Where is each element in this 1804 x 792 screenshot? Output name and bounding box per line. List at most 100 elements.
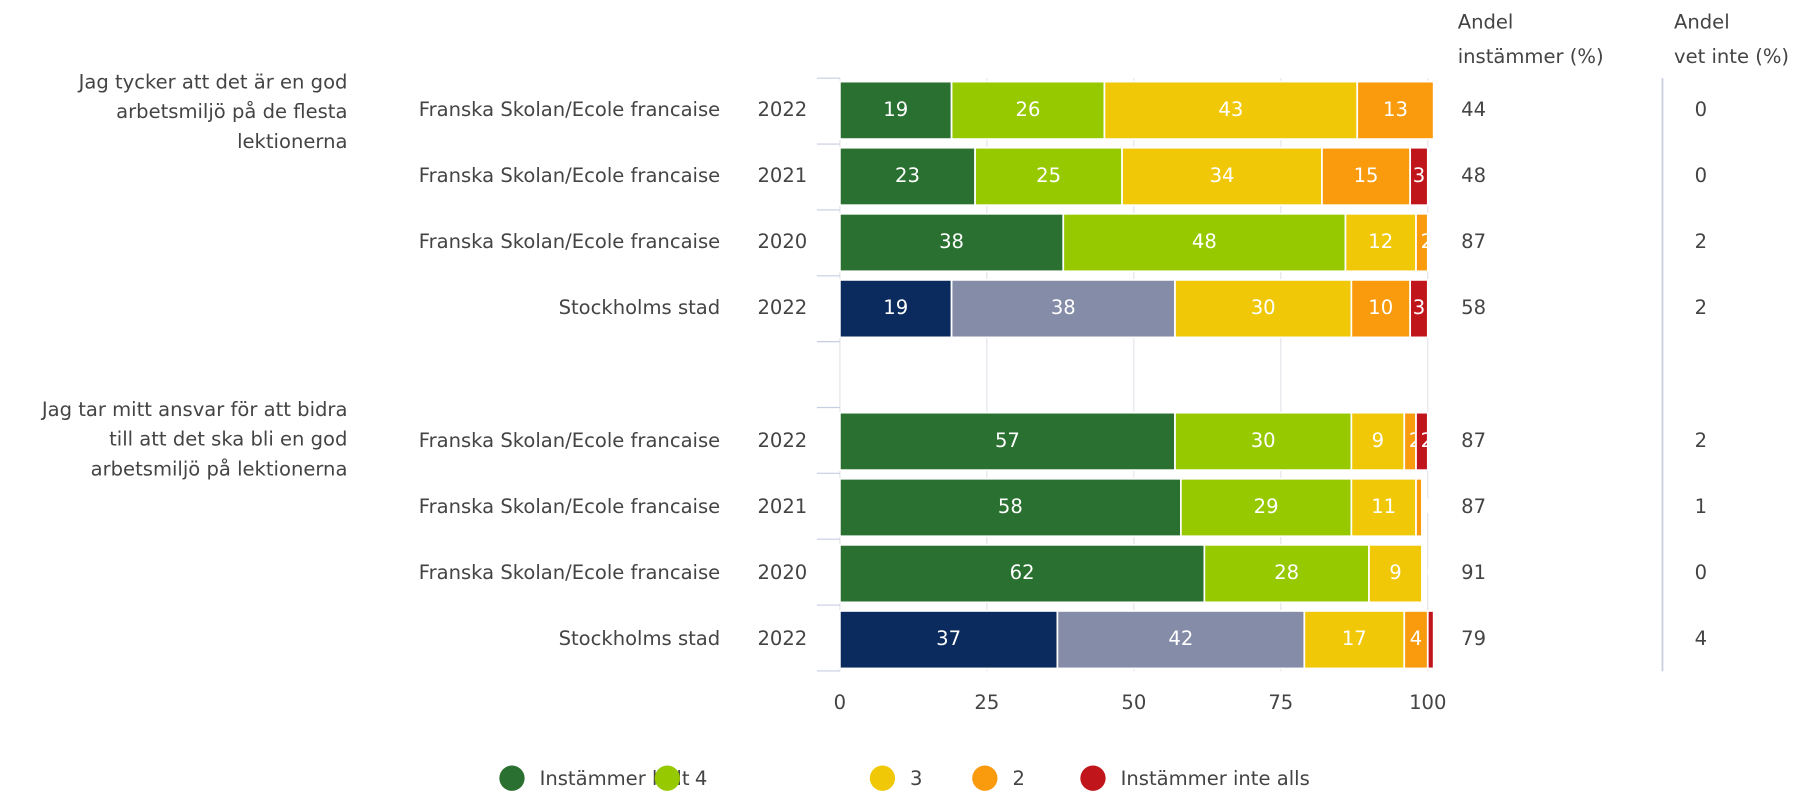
column-value: 87 (1461, 230, 1486, 253)
year-label: 2021 (757, 495, 807, 518)
segment-label: 9 (1389, 561, 1401, 584)
question-label: arbetsmiljö på lektionerna (91, 458, 348, 481)
legend-label: Instämmer inte alls (1121, 767, 1310, 790)
segment-label: 12 (1368, 230, 1393, 253)
bar-segment (839, 610, 1059, 670)
bar-segment (839, 279, 953, 339)
category-label: Stockholms stad (559, 296, 721, 319)
bar-segment (1062, 212, 1347, 273)
segment-label: 9 (1372, 429, 1384, 452)
column-value: 48 (1461, 164, 1486, 187)
bar-segment (839, 543, 1206, 604)
segment-label: 4 (1410, 627, 1422, 650)
column-value: 2 (1695, 429, 1707, 452)
legend-label: 4 (695, 767, 707, 790)
segment-label: 58 (998, 495, 1023, 518)
legend-swatch (869, 765, 896, 791)
segment-label: 0 (1427, 561, 1439, 584)
segment-label: 29 (1254, 495, 1279, 518)
category-label: Franska Skolan/Ecole francaise (419, 495, 720, 518)
segment-label: 1 (1421, 495, 1433, 518)
bar-segment (839, 477, 1182, 538)
category-label: Stockholms stad (559, 627, 721, 650)
segment-label: 1 (1432, 627, 1444, 650)
segment-label: 48 (1192, 230, 1217, 253)
bar-segment (1350, 477, 1417, 538)
legend-swatch (972, 765, 998, 791)
legend-label: 2 (1012, 767, 1024, 790)
category-label: Franska Skolan/Ecole francaise (419, 429, 720, 452)
year-label: 2022 (757, 429, 807, 452)
legend-label: 3 (910, 767, 922, 790)
category-label: Franska Skolan/Ecole francaise (419, 230, 720, 253)
bar-segment (1415, 212, 1429, 273)
segment-label: 19 (883, 296, 908, 319)
segment-label: 43 (1218, 98, 1243, 121)
bar-segment (1350, 279, 1412, 339)
bar-segment (950, 279, 1176, 339)
year-label: 2022 (757, 627, 807, 650)
column-value: 1 (1695, 495, 1707, 518)
year-label: 2021 (757, 164, 807, 187)
segment-label: 2 (1421, 230, 1433, 253)
bar-segment (1415, 477, 1423, 538)
segment-label: 3 (1413, 296, 1425, 319)
segment-label: 0 (1438, 98, 1450, 121)
bar-segment (1103, 80, 1359, 140)
bar-segment (1303, 610, 1406, 670)
segment-label: 30 (1251, 429, 1276, 452)
segment-label: 13 (1383, 98, 1408, 121)
segment-label: 38 (1051, 296, 1076, 319)
category-label: Franska Skolan/Ecole francaise (419, 98, 720, 121)
segment-label: 28 (1274, 561, 1299, 584)
segment-label: 34 (1210, 164, 1235, 187)
bar-segment (1203, 543, 1370, 604)
column-value: 44 (1461, 98, 1486, 121)
segment-label: 0 (1427, 561, 1439, 584)
bar-segment (1356, 80, 1435, 140)
segment-label: 26 (1016, 98, 1041, 121)
x-tick-label: 50 (1121, 691, 1146, 714)
year-label: 2020 (757, 561, 807, 584)
column-value: 87 (1461, 429, 1486, 452)
column-value: 0 (1695, 561, 1707, 584)
bar-segment (1174, 279, 1353, 339)
column-value: 58 (1461, 296, 1486, 319)
year-label: 2022 (757, 98, 807, 121)
bar-segment (1321, 146, 1412, 207)
segment-label: 10 (1368, 296, 1393, 319)
segment-label: 42 (1168, 627, 1193, 650)
column-header: vet inte (%) (1674, 45, 1789, 68)
segment-label: 57 (995, 429, 1020, 452)
legend-swatch (654, 765, 680, 791)
x-tick-label: 100 (1409, 691, 1446, 714)
segment-label: 19 (883, 98, 908, 121)
column-header: instämmer (%) (1458, 45, 1604, 68)
category-label: Franska Skolan/Ecole francaise (419, 561, 720, 584)
column-value: 87 (1461, 495, 1486, 518)
question-label: Jag tycker att det är en god (77, 70, 348, 93)
bar-segment (1415, 411, 1429, 472)
segment-label: 3 (1413, 164, 1425, 187)
question-label: arbetsmiljö på de flesta (116, 100, 347, 123)
segment-label: 38 (939, 230, 964, 253)
x-tick-label: 0 (834, 691, 846, 714)
question-label: Jag tar mitt ansvar för att bidra (40, 398, 348, 421)
column-header: Andel (1674, 10, 1730, 33)
legend-swatch (1080, 765, 1106, 791)
segment-label: 25 (1036, 164, 1061, 187)
column-value: 4 (1695, 627, 1707, 650)
legend-swatch (499, 765, 525, 791)
segment-label: 23 (895, 164, 920, 187)
bar-segment (839, 411, 1176, 472)
bar-segment (1409, 146, 1429, 207)
segment-label: 37 (936, 627, 961, 650)
category-label: Franska Skolan/Ecole francaise (419, 164, 720, 187)
segment-label: 17 (1342, 627, 1367, 650)
bar-segment (1056, 610, 1306, 670)
segment-label: 2 (1421, 429, 1433, 452)
x-tick-label: 75 (1268, 691, 1293, 714)
bar-segment (1350, 411, 1406, 472)
question-label: lektionerna (237, 130, 347, 153)
bar-segment (1409, 279, 1429, 339)
